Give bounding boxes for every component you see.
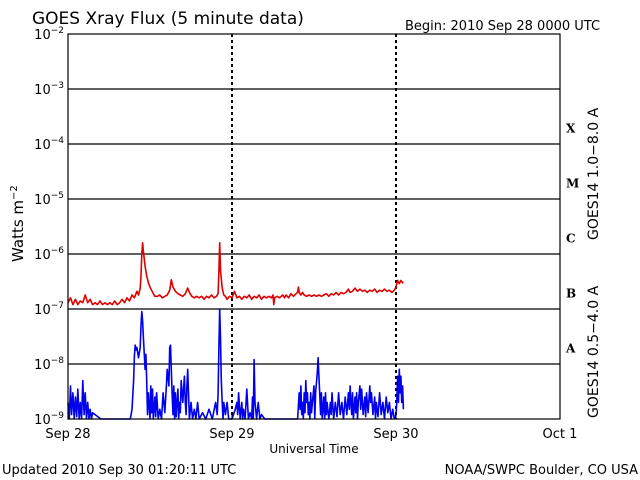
- y-tick-label: 10−3: [34, 81, 64, 98]
- y-tick-label: 10−4: [34, 136, 64, 153]
- x-tick-label: Oct 1: [543, 427, 578, 442]
- flare-class-label: C: [566, 231, 576, 245]
- legend-goes14-short: GOES14 0.5−4.0 A: [586, 285, 602, 418]
- flare-class-label: X: [566, 121, 576, 135]
- y-tick-label: 10−7: [34, 301, 64, 318]
- y-tick-label: 10−6: [34, 246, 64, 263]
- series-line-goes14-long: [67, 242, 404, 306]
- legend-goes14-long: GOES14 1.0−8.0 A: [586, 107, 602, 240]
- y-tick-label: 10−9: [34, 411, 64, 428]
- y-tick-base: 10: [34, 303, 51, 318]
- y-tick-exponent: −4: [51, 136, 65, 146]
- y-tick-exponent: −8: [51, 356, 65, 366]
- x-tick-label: Sep 29: [209, 427, 254, 442]
- y-axis-label-exponent: −2: [9, 185, 20, 200]
- y-tick-base: 10: [34, 138, 51, 153]
- y-tick-exponent: −9: [51, 411, 65, 421]
- flare-class-label: M: [566, 176, 579, 190]
- chart-title: GOES Xray Flux (5 minute data): [32, 9, 304, 29]
- x-tick-label: Sep 28: [45, 427, 90, 442]
- plot-frame: [67, 33, 561, 420]
- plot-grid: [68, 34, 560, 419]
- y-tick-exponent: −6: [51, 246, 65, 256]
- y-tick-base: 10: [34, 193, 51, 208]
- plot-series: [67, 242, 405, 420]
- y-tick-exponent: −5: [51, 191, 64, 201]
- x-axis-label: Universal Time: [269, 442, 358, 456]
- y-tick-exponent: −3: [51, 81, 64, 91]
- y-tick-base: 10: [34, 248, 51, 263]
- y-tick-base: 10: [34, 358, 51, 373]
- y-tick-exponent: −7: [51, 301, 64, 311]
- y-tick-label: 10−8: [34, 356, 64, 373]
- y-axis-tick-labels: 10−910−810−710−610−510−410−310−2: [34, 26, 74, 428]
- series-line-goes14-short: [67, 308, 405, 420]
- flare-class-label: A: [565, 341, 576, 355]
- x-tick-label: Sep 30: [373, 427, 418, 442]
- flare-class-label: B: [566, 286, 576, 300]
- credit-label: NOAA/SWPC Boulder, CO USA: [445, 463, 638, 478]
- y-tick-base: 10: [34, 413, 51, 428]
- y-tick-exponent: −2: [51, 26, 64, 36]
- flare-class-labels: X M C B A: [565, 121, 579, 355]
- y-axis-label-text: Watts m: [9, 200, 27, 262]
- y-tick-base: 10: [34, 83, 51, 98]
- updated-timestamp: Updated 2010 Sep 30 01:20:11 UTC: [2, 463, 236, 478]
- y-tick-base: 10: [34, 28, 51, 43]
- x-axis-tick-labels: Sep 28 Sep 29 Sep 30 Oct 1: [45, 412, 577, 442]
- begin-label: Begin: 2010 Sep 28 0000 UTC: [405, 19, 600, 34]
- y-tick-label: 10−5: [34, 191, 64, 208]
- y-tick-label: 10−2: [34, 26, 64, 43]
- y-axis-label: Watts m−2: [9, 185, 27, 262]
